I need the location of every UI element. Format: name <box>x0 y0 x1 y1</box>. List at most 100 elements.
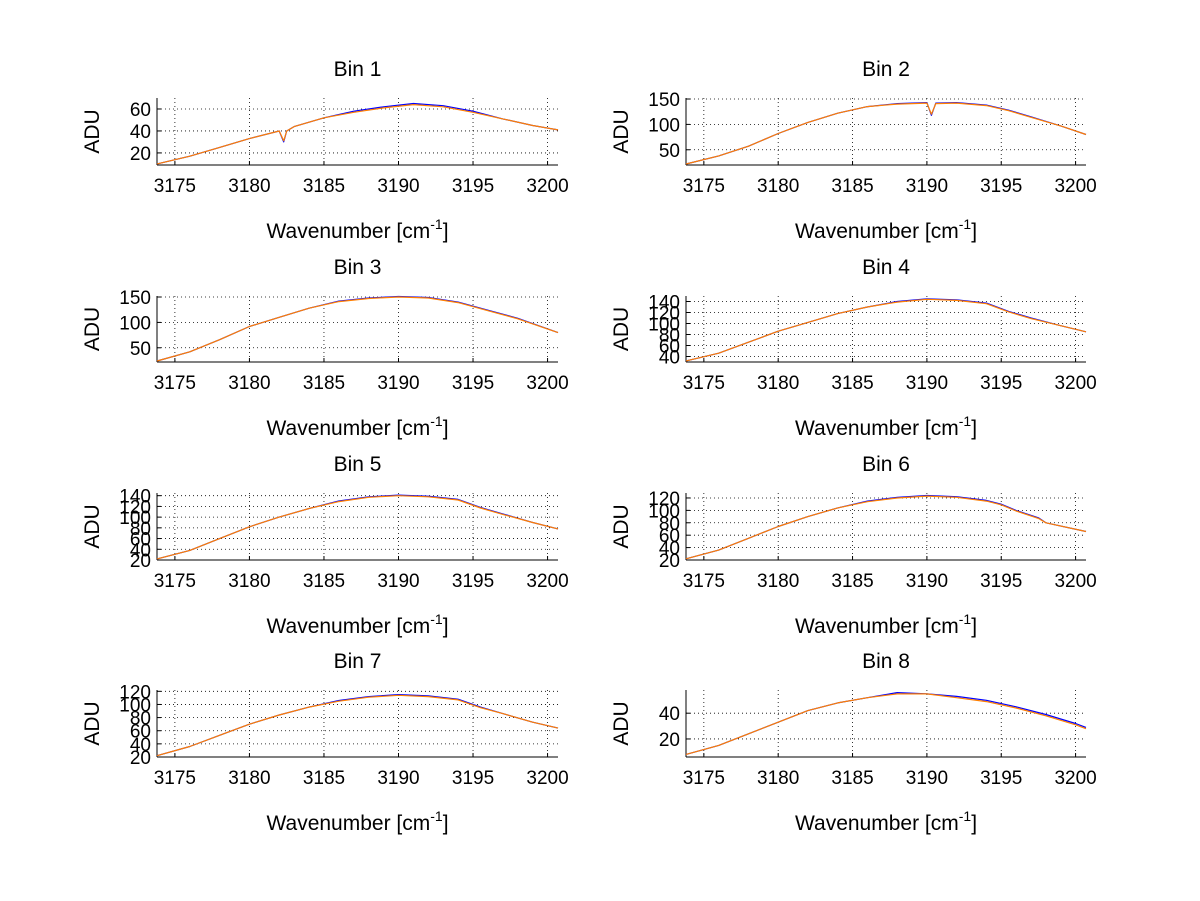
x-tick-label: 3180 <box>757 373 799 394</box>
subplot-title: Bin 5 <box>334 453 382 476</box>
series-line-2 <box>685 495 1087 560</box>
subplot-title: Bin 7 <box>334 650 382 673</box>
x-axis-label: Wavenumber [cm-1] <box>795 611 977 638</box>
x-tick-label: 3190 <box>906 768 948 789</box>
series-line-1 <box>156 295 559 362</box>
y-tick-label: 50 <box>659 141 680 162</box>
y-tick-label: 40 <box>659 539 680 560</box>
series-line-2 <box>156 495 559 560</box>
x-tick-label: 3200 <box>526 768 568 789</box>
x-tick-label: 3180 <box>757 571 799 592</box>
series-line-1 <box>156 102 559 165</box>
x-tick-label: 3175 <box>154 373 196 394</box>
y-tick-label: 80 <box>659 514 680 535</box>
x-tick-label: 3185 <box>831 768 873 789</box>
x-tick-label: 3195 <box>980 768 1022 789</box>
series-line-2 <box>685 298 1087 362</box>
y-tick-label: 120 <box>119 682 151 703</box>
y-tick-label: 140 <box>648 293 680 314</box>
x-axis-label: Wavenumber [cm-1] <box>795 216 977 243</box>
y-tick-label: 20 <box>659 551 680 572</box>
y-tick-label: 40 <box>659 704 680 725</box>
y-tick-label: 40 <box>130 540 151 561</box>
y-tick-label: 50 <box>130 339 151 360</box>
y-tick-label: 120 <box>119 497 151 518</box>
x-tick-label: 3200 <box>1054 373 1096 394</box>
y-tick-label: 40 <box>659 348 680 369</box>
y-tick-label: 80 <box>130 709 151 730</box>
y-tick-label: 120 <box>648 304 680 325</box>
y-tick-label: 150 <box>648 90 680 111</box>
series-line-2 <box>156 694 559 757</box>
series-line-1 <box>685 101 1087 165</box>
y-tick-label: 20 <box>130 144 151 165</box>
subplot-title: Bin 3 <box>334 256 382 279</box>
x-tick-label: 3180 <box>228 768 270 789</box>
x-tick-label: 3195 <box>980 571 1022 592</box>
subplot-3: 3175 3180 3185 3190 3195 3200 50 100 150 Bin 3 Wav… <box>81 256 569 440</box>
subplot-title: Bin 1 <box>334 58 382 81</box>
y-tick-label: 100 <box>119 508 151 529</box>
y-tick-label: 20 <box>130 748 151 769</box>
x-axis-label: Wavenumber [cm-1] <box>266 808 448 835</box>
subplot-title: Bin 2 <box>862 58 910 81</box>
x-tick-label: 3180 <box>228 373 270 394</box>
y-axis-label: ADU <box>81 109 104 153</box>
x-axis-label: Wavenumber [cm-1] <box>266 611 448 638</box>
x-axis-label: Wavenumber [cm-1] <box>795 413 977 440</box>
x-tick-label: 3185 <box>303 571 345 592</box>
x-tick-label: 3185 <box>303 768 345 789</box>
y-tick-label: 40 <box>130 735 151 756</box>
x-tick-label: 3180 <box>757 768 799 789</box>
x-tick-label: 3175 <box>683 768 725 789</box>
x-tick-label: 3190 <box>377 768 419 789</box>
subplot-5: 3175 3180 3185 3190 3195 3200 2040608010012014… <box>81 453 569 638</box>
series-line-2 <box>156 296 559 362</box>
x-axis-label: Wavenumber [cm-1] <box>266 216 448 243</box>
x-tick-label: 3185 <box>831 571 873 592</box>
x-axis-label: Wavenumber [cm-1] <box>795 808 977 835</box>
x-tick-label: 3185 <box>831 176 873 197</box>
y-tick-label: 40 <box>130 122 151 143</box>
y-tick-label: 100 <box>119 313 151 334</box>
y-tick-label: 20 <box>659 730 680 751</box>
y-tick-label: 20 <box>130 551 151 572</box>
y-axis-label: ADU <box>610 701 633 745</box>
x-tick-label: 3190 <box>906 571 948 592</box>
x-tick-label: 3175 <box>154 768 196 789</box>
x-tick-label: 3180 <box>228 176 270 197</box>
series-line-1 <box>156 693 559 757</box>
y-axis-label: ADU <box>81 307 104 351</box>
series-line-2 <box>685 102 1087 165</box>
x-tick-label: 3195 <box>452 373 494 394</box>
subplot-8: 3175 3180 3185 3190 3195 3200 20 40 Bin 8 Wavenum… <box>610 650 1097 835</box>
y-axis-label: ADU <box>81 701 104 745</box>
x-tick-label: 3190 <box>906 373 948 394</box>
x-tick-label: 3200 <box>1054 768 1096 789</box>
series-line-2 <box>156 103 559 165</box>
x-tick-label: 3190 <box>377 571 419 592</box>
x-tick-label: 3200 <box>1054 571 1096 592</box>
x-tick-label: 3185 <box>303 373 345 394</box>
x-tick-label: 3200 <box>526 176 568 197</box>
x-tick-label: 3195 <box>980 176 1022 197</box>
subplot-title: Bin 8 <box>862 650 910 673</box>
subplot-title: Bin 4 <box>862 256 910 279</box>
subplot-title: Bin 6 <box>862 453 910 476</box>
y-tick-label: 60 <box>130 722 151 743</box>
x-tick-label: 3195 <box>980 373 1022 394</box>
y-tick-label: 60 <box>659 526 680 547</box>
y-tick-label: 140 <box>119 487 151 508</box>
x-tick-label: 3175 <box>154 176 196 197</box>
x-tick-label: 3175 <box>683 373 725 394</box>
y-tick-label: 60 <box>659 337 680 358</box>
series-line-1 <box>685 494 1087 560</box>
x-tick-label: 3180 <box>757 176 799 197</box>
y-tick-label: 100 <box>648 501 680 522</box>
x-tick-label: 3190 <box>377 373 419 394</box>
